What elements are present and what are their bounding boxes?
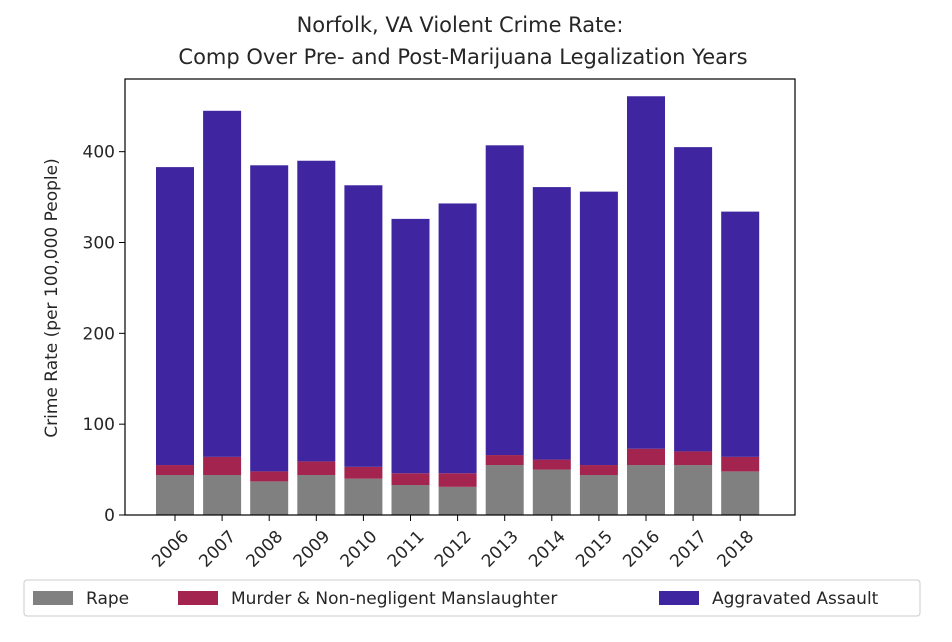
x-tick-label: 2018 — [713, 527, 758, 572]
legend-swatch — [659, 591, 699, 605]
bar-2011-aggravated-assault — [391, 218, 430, 474]
y-tick-label: 100 — [83, 415, 115, 435]
bar-2010-aggravated-assault — [344, 185, 383, 467]
legend-label: Murder & Non-negligent Manslaughter — [231, 589, 557, 609]
x-tick-label: 2017 — [666, 527, 711, 572]
bar-2012-murder-non-negligent-manslaughter — [438, 473, 477, 487]
y-tick-label: 400 — [83, 143, 115, 163]
legend: Rape Murder & Non-negligent Manslaughter A… — [23, 579, 921, 617]
x-tick-label: 2007 — [195, 527, 240, 572]
bar-2009-rape — [297, 475, 336, 515]
y-axis-label: Crime Rate (per 100,000 People) — [42, 158, 62, 437]
chart-title: Norfolk, VA Violent Crime Rate: — [297, 13, 624, 37]
y-axis: 0 100 200 300 400 — [83, 143, 125, 526]
bar-2018-aggravated-assault — [721, 211, 760, 457]
bar-2012-aggravated-assault — [438, 203, 477, 474]
x-tick-label: 2016 — [619, 527, 664, 572]
x-tick-label: 2006 — [148, 527, 193, 572]
bar-2006-aggravated-assault — [156, 167, 194, 466]
bar-2014-murder-non-negligent-manslaughter — [532, 459, 571, 470]
bar-2013-murder-non-negligent-manslaughter — [485, 455, 524, 466]
bar-2007-aggravated-assault — [203, 110, 242, 457]
bar-2016-aggravated-assault — [627, 96, 665, 449]
bar-2008-aggravated-assault — [250, 165, 289, 472]
x-tick-label: 2011 — [384, 527, 429, 572]
x-tick-label: 2008 — [242, 527, 287, 572]
chart-subtitle: Comp Over Pre- and Post-Marijuana Legali… — [178, 45, 747, 69]
bar-2015-murder-non-negligent-manslaughter — [579, 465, 618, 476]
bar-2010-rape — [344, 478, 383, 515]
bar-2015-aggravated-assault — [579, 191, 618, 466]
bar-2013-aggravated-assault — [485, 145, 524, 456]
legend-swatch — [178, 591, 218, 605]
bar-2018-rape — [721, 471, 760, 515]
x-tick-label: 2013 — [478, 527, 523, 572]
bar-2008-murder-non-negligent-manslaughter — [250, 471, 289, 482]
bar-2017-rape — [674, 465, 713, 515]
bar-2018-murder-non-negligent-manslaughter — [721, 456, 760, 472]
bar-2017-aggravated-assault — [674, 147, 713, 452]
bar-2011-murder-non-negligent-manslaughter — [391, 473, 430, 486]
legend-frame — [23, 579, 921, 617]
y-tick-label: 0 — [104, 506, 115, 526]
legend-swatch — [33, 591, 73, 605]
bar-2014-rape — [532, 469, 571, 515]
x-tick-label: 2012 — [431, 527, 476, 572]
bar-2011-rape — [391, 485, 430, 515]
x-axis: 2006 2007 2008 2009 2010 2011 2012 2013 2014 2015… — [148, 515, 758, 572]
bar-2016-murder-non-negligent-manslaughter — [627, 448, 665, 466]
bar-group — [156, 96, 760, 515]
bar-2007-rape — [203, 475, 242, 515]
x-tick-label: 2010 — [337, 527, 382, 572]
y-tick-label: 300 — [83, 234, 115, 254]
bar-2017-murder-non-negligent-manslaughter — [674, 451, 713, 466]
bar-2010-murder-non-negligent-manslaughter — [344, 466, 383, 479]
bar-2015-rape — [579, 475, 618, 515]
x-tick-label: 2015 — [572, 527, 617, 572]
bar-2014-aggravated-assault — [532, 187, 571, 460]
bar-2006-murder-non-negligent-manslaughter — [156, 465, 194, 476]
bar-2007-murder-non-negligent-manslaughter — [203, 456, 242, 476]
legend-label: Rape — [86, 589, 129, 609]
bar-2013-rape — [485, 465, 524, 515]
bar-2009-murder-non-negligent-manslaughter — [297, 461, 336, 476]
x-tick-label: 2009 — [290, 527, 335, 572]
legend-label: Aggravated Assault — [712, 589, 879, 609]
y-tick-label: 200 — [83, 324, 115, 344]
bar-2016-rape — [627, 465, 665, 515]
bar-2008-rape — [250, 481, 289, 515]
bar-2006-rape — [156, 475, 194, 515]
x-tick-label: 2014 — [525, 527, 570, 572]
bar-2009-aggravated-assault — [297, 160, 336, 462]
plot-frame — [124, 78, 796, 516]
bar-2012-rape — [438, 486, 477, 515]
